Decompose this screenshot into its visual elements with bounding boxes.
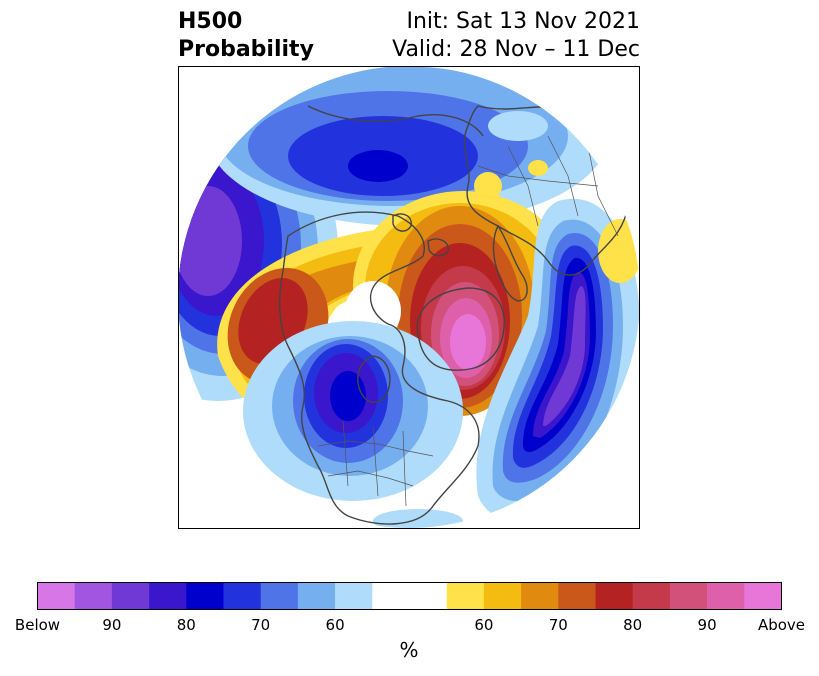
colorbar-frame <box>37 582 782 610</box>
colorbar-cell <box>223 582 261 610</box>
colorbar-cell <box>521 582 559 610</box>
colorbar-cell <box>260 582 299 610</box>
colorbar-cell <box>446 582 485 610</box>
colorbar-cell <box>632 582 671 610</box>
colorbar-cell <box>707 582 745 610</box>
map-title: H500 Probability <box>178 8 314 64</box>
colorbar-cell <box>409 582 447 610</box>
colorbar-cell <box>37 582 75 610</box>
map-frame <box>178 66 640 529</box>
europe-ridge-small <box>474 172 502 200</box>
colorbar-tick-label: 90 <box>102 616 122 634</box>
colorbar-units: % <box>399 638 419 662</box>
colorbar-cell <box>558 582 596 610</box>
colorbar-tick-label: 70 <box>251 616 271 634</box>
colorbar-cell <box>186 582 224 610</box>
asia-ridge-small <box>528 160 548 176</box>
colorbar <box>37 582 782 610</box>
borders <box>317 135 619 507</box>
valid-range: Valid: 28 Nov – 11 Dec <box>392 37 640 62</box>
colorbar-cell <box>595 582 633 610</box>
colorbar-tick-label: 80 <box>623 616 643 634</box>
colorbar-tick-label: 90 <box>697 616 717 634</box>
colorbar-cell <box>744 582 782 610</box>
product-title: Probability <box>178 37 314 62</box>
colorbar-tick-label: 80 <box>176 616 196 634</box>
colorbar-tick-label: 60 <box>474 616 494 634</box>
pacific-blue-patch <box>488 111 548 141</box>
colorbar-cell <box>297 582 336 610</box>
colorbar-cell <box>335 582 373 610</box>
colorbar-tick-label: Above <box>757 616 806 634</box>
probability-map <box>178 66 640 529</box>
colorbar-cell <box>149 582 187 610</box>
colorbar-tick-label: Below <box>14 616 61 634</box>
forecast-info: Init: Sat 13 Nov 2021 Valid: 28 Nov – 11… <box>392 8 640 64</box>
colorbar-cell <box>483 582 522 610</box>
colorbar-tick-label: 60 <box>325 616 345 634</box>
colorbar-cell <box>111 582 150 610</box>
colorbar-cell <box>74 582 113 610</box>
east-asia-ridge <box>598 219 640 283</box>
coastlines <box>279 105 630 525</box>
colorbar-tick-label: 70 <box>548 616 568 634</box>
colorbar-cell <box>372 582 410 610</box>
colorbar-cells <box>37 582 782 610</box>
variable-title: H500 <box>178 9 243 34</box>
eastern-us-trough <box>243 321 463 501</box>
init-date: Init: Sat 13 Nov 2021 <box>406 9 640 34</box>
colorbar-cell <box>669 582 708 610</box>
